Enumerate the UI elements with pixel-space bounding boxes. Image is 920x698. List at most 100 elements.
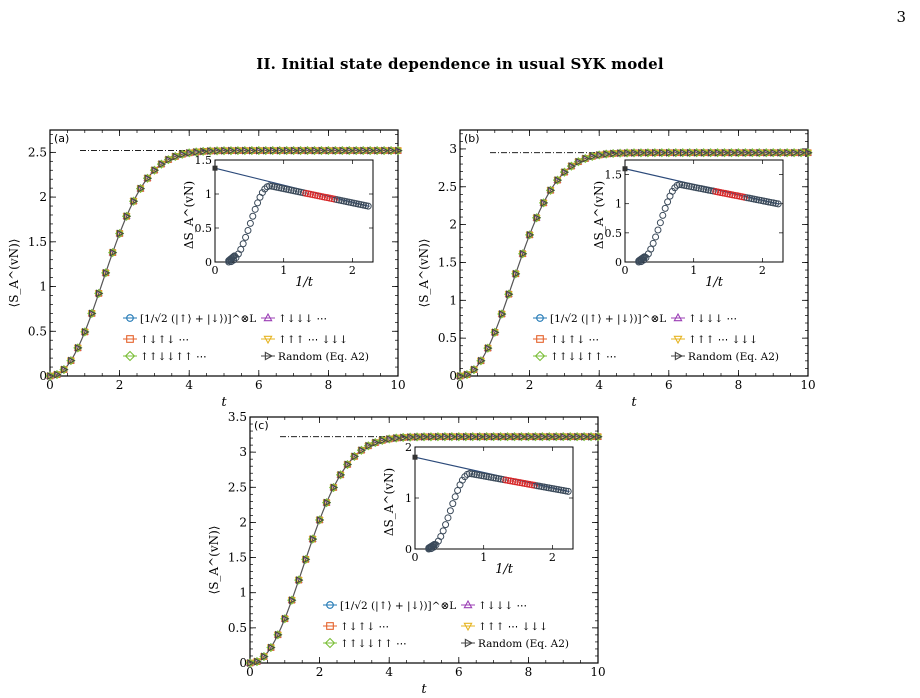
series-triangle-right [47, 146, 403, 381]
data-point [596, 150, 604, 160]
inset-data-point [562, 487, 570, 495]
inset-data-point [249, 212, 257, 220]
inset-y-tick-label: 1.5 [605, 169, 623, 182]
inset-x-axis-label: 1/t [705, 275, 724, 290]
inset-data-point [437, 532, 445, 540]
data-point [449, 432, 457, 441]
data-point [393, 434, 401, 443]
inset-data-point [229, 253, 237, 261]
inset-data-point [526, 480, 534, 488]
legend-label: ↑↑↓↓↑↑ ⋯ [550, 351, 617, 363]
inset-data-point [446, 507, 454, 515]
data-point [490, 432, 499, 441]
data-point [282, 614, 290, 623]
data-point [603, 150, 611, 159]
inset-y-tick-label: 0.5 [195, 222, 213, 235]
legend-marker [536, 314, 544, 322]
data-point [360, 146, 368, 155]
data-point [567, 432, 575, 441]
data-point [400, 433, 408, 442]
x-tick-label: 4 [185, 378, 193, 392]
data-point [95, 289, 104, 298]
legend-label: ↑↓↑↓ ⋯ [140, 334, 189, 346]
inset-data-point [444, 514, 452, 522]
inset-data-point [540, 483, 548, 491]
data-point [297, 146, 306, 155]
data-point [325, 146, 333, 155]
legend-marker [324, 637, 336, 649]
inset-y-tick-label: 1 [405, 492, 412, 505]
inset-data-point [555, 486, 563, 494]
data-point [672, 148, 681, 157]
data-point [295, 576, 304, 585]
y-tick-label: 0 [449, 369, 457, 383]
inset-data-point [454, 486, 462, 494]
data-point [533, 213, 542, 222]
data-point [290, 146, 299, 155]
y-tick-label: 1.5 [228, 551, 247, 565]
data-point [247, 659, 255, 668]
data-point [388, 146, 396, 155]
data-point [351, 452, 359, 461]
inset-x-tick-label: 0 [212, 264, 219, 277]
panel-label: (b) [464, 132, 480, 145]
inset-data-point [439, 527, 447, 535]
data-point [123, 212, 132, 221]
fit-intercept-marker [622, 166, 628, 172]
data-point [553, 432, 561, 441]
legend-label: ↑↑↓↓↑↑ ⋯ [140, 351, 207, 363]
data-point [414, 432, 422, 441]
legend-label: Random (Eq. A2) [688, 351, 779, 363]
inset-data-point [647, 245, 655, 253]
data-point [339, 146, 347, 155]
data-point [504, 432, 513, 441]
legend-label: Random (Eq. A2) [278, 351, 369, 363]
legend-marker [463, 622, 473, 632]
inset-y-tick-label: 0 [405, 543, 412, 556]
data-point [193, 147, 201, 156]
legend-marker [534, 350, 546, 362]
data-point [721, 148, 729, 157]
inset-y-tick-label: 0 [615, 256, 622, 269]
data-point [471, 365, 479, 374]
inset-data-point [431, 540, 439, 548]
data-point [714, 148, 723, 157]
data-point [137, 184, 145, 193]
inset-data-point [258, 189, 266, 197]
data-point [464, 370, 472, 379]
inset-data-point [442, 521, 450, 529]
data-point [381, 146, 389, 155]
y-tick-label: 0.5 [228, 621, 247, 635]
data-point [54, 370, 62, 379]
data-point [749, 148, 757, 157]
data-point [784, 148, 792, 157]
data-point [546, 432, 554, 441]
legend-label: [1/√2 (|↑⟩ + |↓⟩)]^⊗L [140, 313, 256, 326]
inset-data-point [641, 253, 649, 261]
figure-panel-b: 0 2 4 6 8 10 0 0.5 1 1.5 2 2.5 3 t ⟨S_A^(vN)⟩ (b) [1/√2 … [410, 118, 830, 413]
inset-data-point [239, 240, 247, 248]
inset-data-point [254, 199, 262, 207]
data-point [353, 146, 361, 155]
inset-data-point [559, 487, 567, 495]
data-point [763, 148, 771, 157]
data-point [249, 146, 257, 155]
x-tick-label: 2 [316, 665, 324, 679]
legend-marker [264, 351, 274, 361]
data-point [374, 146, 382, 155]
legend-marker [463, 599, 473, 609]
data-point [200, 147, 208, 156]
x-tick-label: 2 [116, 378, 124, 392]
inset-data-point [774, 200, 782, 208]
inset: 0 1 2 0 0.5 1 1.5 1/t ΔS_A^(vN) [182, 154, 374, 290]
data-point [309, 535, 318, 544]
inset-data-point [654, 226, 662, 234]
legend-marker [126, 314, 134, 322]
x-tick-label: 2 [526, 378, 534, 392]
data-point [483, 432, 492, 441]
inset-data-point [266, 182, 274, 190]
inset-data-point [246, 219, 254, 227]
y-tick-label: 1.5 [438, 255, 457, 269]
chart-c: 0 2 4 6 8 1000.511.522.533.5t⟨S_A^(vN)⟩(c)[1/… [207, 410, 606, 697]
y-tick-label: 2 [39, 190, 47, 204]
